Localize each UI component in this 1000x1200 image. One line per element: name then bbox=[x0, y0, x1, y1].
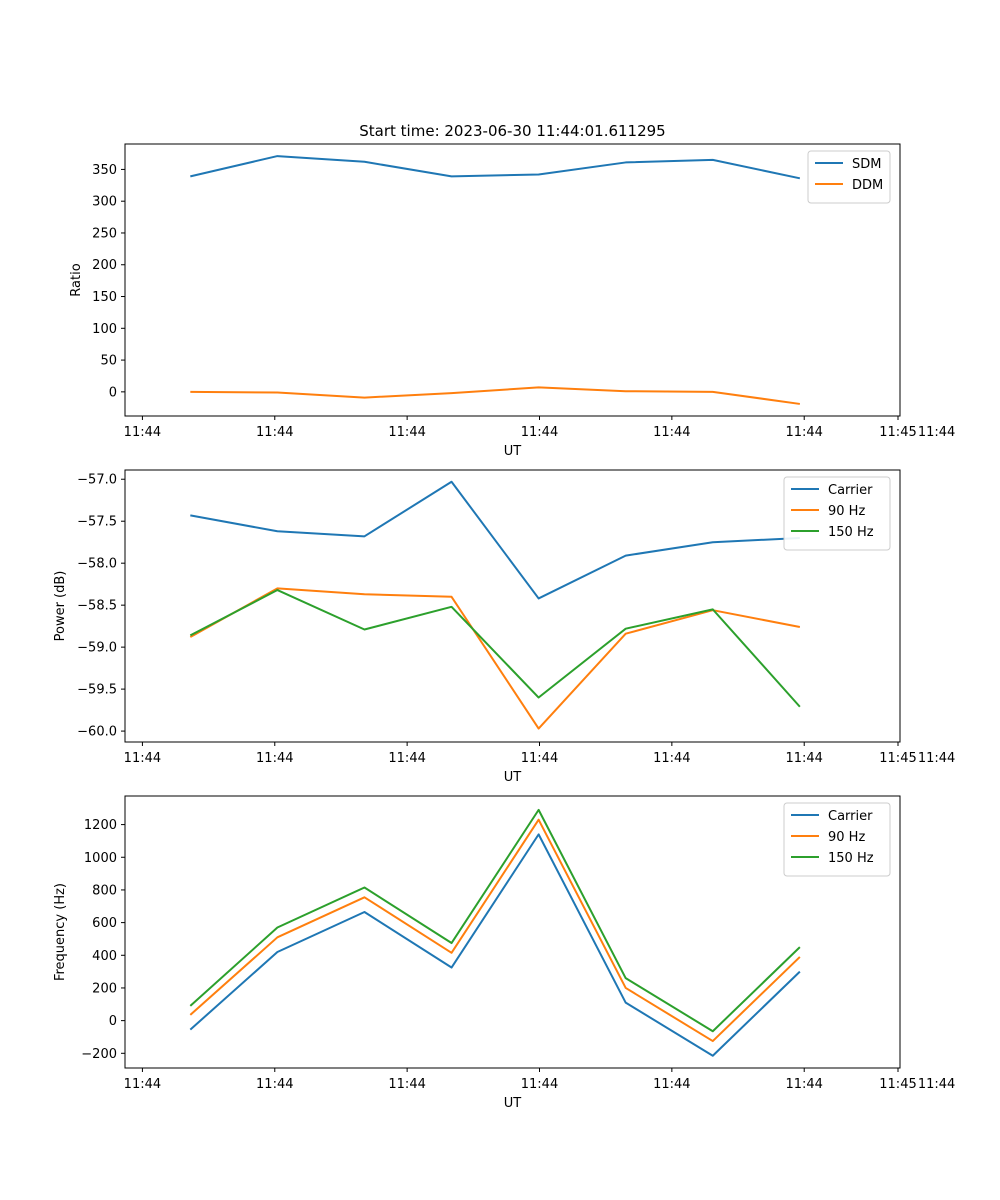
legend: SDM DDM bbox=[807, 150, 891, 204]
axes-frame bbox=[124, 469, 901, 743]
y-tick-label: 300 bbox=[92, 195, 117, 210]
x-tick-label: 11:45 bbox=[879, 1077, 916, 1092]
axes-frame bbox=[124, 143, 901, 417]
x-tick-label: 11:45 bbox=[879, 425, 916, 440]
y-tick-label: −59.5 bbox=[77, 683, 117, 698]
y-tick-label: 200 bbox=[92, 258, 117, 273]
x-axis-label: UT bbox=[504, 444, 522, 459]
subplot-1: 11:44 11:44 11:44 11:44 11:44 11:44 11:4411:45… bbox=[69, 143, 955, 459]
y-tick-label: 400 bbox=[92, 949, 117, 964]
subplot-2: 11:44 11:44 11:44 11:44 11:44 11:44 11:4411:45… bbox=[53, 469, 955, 785]
y-tick-label: −58.5 bbox=[77, 599, 117, 614]
y-tick-label: 1200 bbox=[84, 818, 117, 833]
y-tick-label: 50 bbox=[100, 354, 117, 369]
x-tick-label: 11:44 bbox=[521, 425, 558, 440]
x-tick-label: 11:44 bbox=[653, 425, 690, 440]
y-tick-label: 0 bbox=[109, 385, 117, 400]
x-tick-label: 11:44 bbox=[124, 425, 161, 440]
legend-label: 150 Hz bbox=[828, 851, 874, 866]
y-tick-label: 150 bbox=[92, 290, 117, 305]
x-tick-label: 11:45 bbox=[879, 751, 916, 766]
x-tick-label: 11:44 bbox=[124, 1077, 161, 1092]
legend-label: SDM bbox=[852, 157, 881, 172]
subplot-3: 11:44 11:44 11:44 11:44 11:44 11:44 11:4411:45… bbox=[53, 795, 955, 1111]
y-tick-label: 0 bbox=[109, 1014, 117, 1029]
series-line-90-hz bbox=[189, 818, 801, 1043]
x-tick-label: 11:44 bbox=[256, 751, 293, 766]
y-tick-label: −60.0 bbox=[77, 725, 117, 740]
y-tick-label: 600 bbox=[92, 916, 117, 931]
legend-label: Carrier bbox=[828, 809, 873, 824]
x-tick-label: 11:44 bbox=[256, 425, 293, 440]
series-line-150-hz bbox=[189, 589, 801, 708]
legend-label: Carrier bbox=[828, 483, 873, 498]
x-tick-label: 11:44 bbox=[521, 751, 558, 766]
figure-title: Start time: 2023-06-30 11:44:01.611295 bbox=[359, 122, 665, 140]
x-tick-label: 11:44 bbox=[256, 1077, 293, 1092]
x-axis-label: UT bbox=[504, 1096, 522, 1111]
y-axis-label: Frequency (Hz) bbox=[53, 883, 68, 981]
x-tick-label: 11:44 bbox=[785, 1077, 822, 1092]
x-tick-label: 11:44 bbox=[785, 425, 822, 440]
x-tick-label: 11:44 bbox=[918, 751, 955, 766]
x-tick-label: 11:44 bbox=[918, 425, 955, 440]
y-tick-label: 800 bbox=[92, 883, 117, 898]
series-line-carrier bbox=[190, 480, 800, 600]
axes-frame bbox=[124, 795, 901, 1069]
y-tick-label: −200 bbox=[81, 1047, 117, 1062]
legend-label: 90 Hz bbox=[828, 830, 865, 845]
y-tick-label: −57.0 bbox=[77, 473, 117, 488]
x-axis-label: UT bbox=[504, 770, 522, 785]
legend: Carrier 90 Hz 150 Hz bbox=[783, 802, 891, 877]
y-tick-label: −57.5 bbox=[77, 515, 117, 530]
y-tick-label: 250 bbox=[92, 226, 117, 241]
series-line-150-hz bbox=[189, 808, 801, 1033]
series-line-90-hz bbox=[189, 587, 801, 730]
y-axis-label: Ratio bbox=[69, 263, 84, 296]
x-tick-label: 11:44 bbox=[388, 751, 425, 766]
x-tick-label: 11:44 bbox=[918, 1077, 955, 1092]
y-tick-label: −59.0 bbox=[77, 641, 117, 656]
x-tick-label: 11:44 bbox=[388, 425, 425, 440]
x-tick-label: 11:44 bbox=[653, 751, 690, 766]
y-tick-label: 200 bbox=[92, 981, 117, 996]
legend-label: DDM bbox=[852, 178, 883, 193]
x-tick-label: 11:44 bbox=[521, 1077, 558, 1092]
series-line-sdm bbox=[190, 155, 801, 180]
y-tick-label: −58.0 bbox=[77, 557, 117, 572]
y-tick-label: 100 bbox=[92, 322, 117, 337]
x-tick-label: 11:44 bbox=[653, 1077, 690, 1092]
series-line-carrier bbox=[189, 833, 801, 1057]
legend-label: 90 Hz bbox=[828, 504, 865, 519]
legend-label: 150 Hz bbox=[828, 525, 874, 540]
legend: Carrier 90 Hz 150 Hz bbox=[783, 476, 891, 551]
y-axis-label: Power (dB) bbox=[53, 571, 68, 642]
y-tick-label: 1000 bbox=[84, 851, 117, 866]
series-line-ddm bbox=[190, 386, 800, 405]
y-tick-label: 350 bbox=[92, 163, 117, 178]
subplots: 11:44 11:44 11:44 11:44 11:44 11:44 11:4411:45… bbox=[53, 143, 955, 1111]
x-tick-label: 11:44 bbox=[388, 1077, 425, 1092]
x-tick-label: 11:44 bbox=[785, 751, 822, 766]
x-tick-label: 11:44 bbox=[124, 751, 161, 766]
